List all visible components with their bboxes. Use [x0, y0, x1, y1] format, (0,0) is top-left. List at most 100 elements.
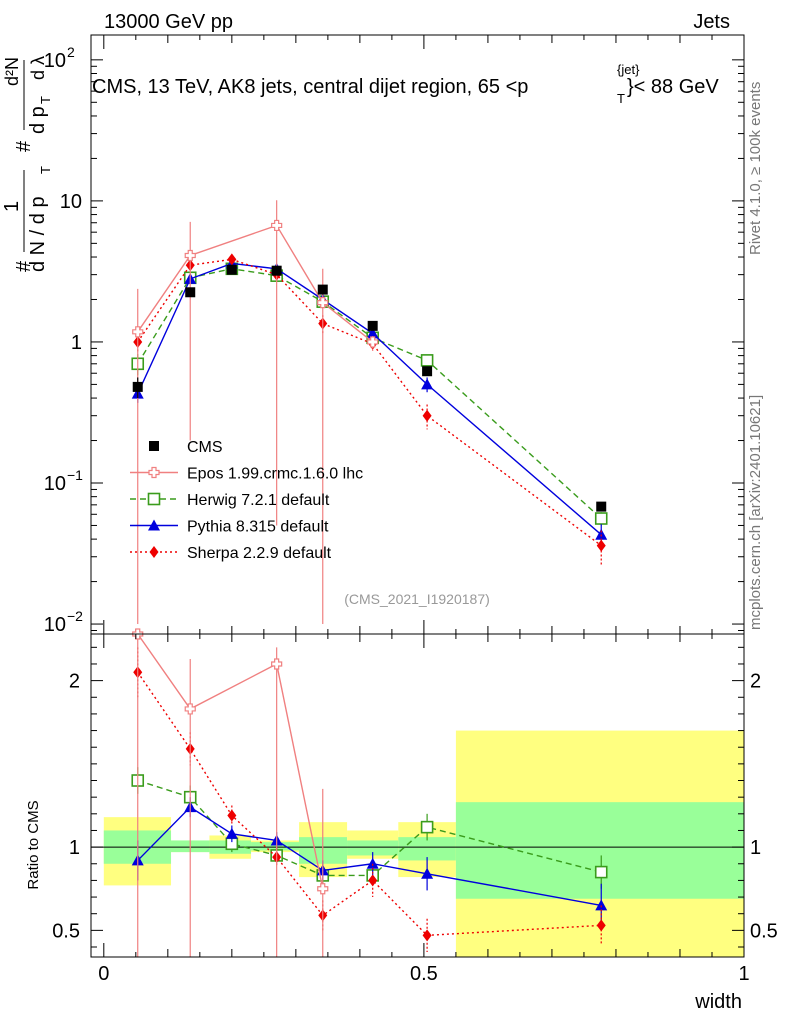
ratio-point: [227, 809, 237, 822]
main-point: [184, 249, 196, 262]
ratio-band-green: [251, 842, 300, 851]
ylabel-d2n: d²N: [2, 57, 22, 86]
main-point: [595, 528, 608, 540]
x-tick-label: 1: [738, 963, 749, 985]
main-point: [317, 284, 328, 295]
main-point: [422, 366, 433, 377]
plot-title-tail: }< 88 GeV: [627, 76, 719, 98]
ratio-ytick-label: 1: [69, 837, 80, 859]
legend-label: Herwig 7.2.1 default: [187, 492, 330, 509]
main-point: [226, 264, 237, 275]
header-jets: Jets: [693, 11, 730, 33]
main-ytick-label: 1: [71, 332, 82, 354]
main-point: [420, 354, 434, 367]
ratio-point: [596, 919, 606, 932]
mcplots-label: mcplots.cern.ch [arXiv:2401.10621]: [747, 395, 764, 630]
legend-marker: [147, 492, 161, 506]
rivet-version-label: Rivet 4.1.0, ≥ 100k events: [747, 82, 764, 255]
legend-label: CMS: [187, 439, 223, 456]
analysis-watermark: (CMS_2021_I1920187): [344, 591, 490, 607]
main-point: [132, 326, 144, 338]
ylabel-dpt-sub: T: [38, 96, 53, 104]
main-line-herwig: [137, 268, 602, 520]
ratio-point: [420, 820, 434, 834]
x-axis-label: width: [694, 991, 742, 1013]
legend-marker: [148, 519, 160, 531]
ratio-point: [366, 857, 379, 869]
main-ytick-label: 10: [44, 614, 66, 636]
ratio-point: [594, 865, 608, 879]
ratio-frame: [90, 633, 745, 958]
ylabel-hash: #: [13, 260, 35, 272]
ratio-point: [317, 883, 329, 895]
ylabel-one: 1: [1, 201, 23, 212]
main-ytick-label: 10: [44, 473, 66, 495]
main-point: [422, 409, 432, 422]
ratio-plot: 0 0.5 10.5 0.51 12 2: [52, 628, 778, 985]
ratio-band-green: [347, 840, 399, 856]
main-ytick-label: 10: [44, 50, 66, 72]
main-point: [271, 219, 283, 232]
main-point: [271, 265, 282, 276]
plot-title: CMS, 13 TeV, AK8 jets, central dijet reg…: [92, 62, 719, 106]
x-tick-label: 0: [98, 963, 109, 985]
ratio-line-herwig: [137, 779, 602, 877]
main-point: [367, 336, 379, 348]
ratio-line-pythia: [137, 806, 602, 907]
ratio-point: [368, 874, 378, 887]
ratio-ytick-label-right: 2: [750, 671, 761, 693]
legend: CMS Epos 1.99.crmc.1.6.0 lhc Herwig 7.2.1 …: [130, 439, 363, 562]
ylabel-dlambda: d λ: [28, 56, 48, 80]
ratio-line-epos: [137, 633, 324, 889]
ylabel-dn-dpt: d N / d p: [27, 196, 49, 272]
ratio-ytick-label-right: 1: [750, 837, 761, 859]
main-point: [227, 253, 237, 266]
main-point: [132, 381, 143, 392]
ratio-point: [271, 658, 283, 670]
main-ytick-exponent: −2: [67, 608, 83, 624]
ratio-point: [225, 827, 238, 839]
ratio-ytick-label: 2: [69, 671, 80, 693]
legend-marker: [148, 466, 160, 479]
main-line-pythia: [137, 262, 602, 536]
ratio-ytick-label: 0.5: [52, 920, 80, 942]
ratio-point: [184, 703, 196, 715]
ratio-point: [595, 899, 608, 911]
legend-label: Epos 1.99.crmc.1.6.0 lhc: [187, 466, 363, 483]
legend-marker: [149, 441, 159, 451]
ratio-point: [421, 867, 434, 879]
legend-label: Sherpa 2.2.9 default: [187, 545, 332, 562]
ylabel-hash2: #: [13, 140, 35, 152]
main-line-epos: [137, 224, 374, 343]
main-ytick-exponent: 2: [67, 44, 75, 60]
main-point: [421, 378, 434, 390]
main-point: [596, 539, 606, 552]
ylabel-dpt: d p: [27, 106, 49, 134]
ratio-band-green: [455, 802, 744, 899]
legend-label: Pythia 8.315 default: [187, 519, 329, 536]
main-point: [367, 320, 378, 331]
plot-title-subscript: T: [617, 91, 625, 106]
main-ytick-exponent: −1: [67, 467, 83, 483]
ratio-point: [422, 929, 432, 942]
main-point: [594, 512, 608, 525]
plot-title-text: CMS, 13 TeV, AK8 jets, central dijet reg…: [92, 76, 528, 98]
legend-marker: [149, 546, 159, 558]
main-point: [366, 327, 379, 339]
main-ylabel: # 1 d N / d p T # d p T d²N d λ: [1, 56, 53, 272]
header-energy: 13000 GeV pp: [104, 11, 233, 33]
plot-title-superscript: {jet}: [617, 62, 640, 77]
ratio-line-sherpa: [137, 671, 602, 937]
ratio-ylabel: Ratio to CMS: [25, 800, 42, 889]
main-line-sherpa: [137, 258, 602, 547]
main-point: [596, 501, 607, 512]
ratio-ytick-label-right: 0.5: [750, 920, 778, 942]
main-point: [317, 297, 329, 309]
main-point: [185, 287, 196, 298]
main-ytick-label: 10: [60, 191, 82, 213]
ylabel-dn-dpt-sub: T: [38, 166, 53, 174]
x-tick-label: 0.5: [410, 963, 438, 985]
ratio-band-green: [398, 837, 456, 861]
